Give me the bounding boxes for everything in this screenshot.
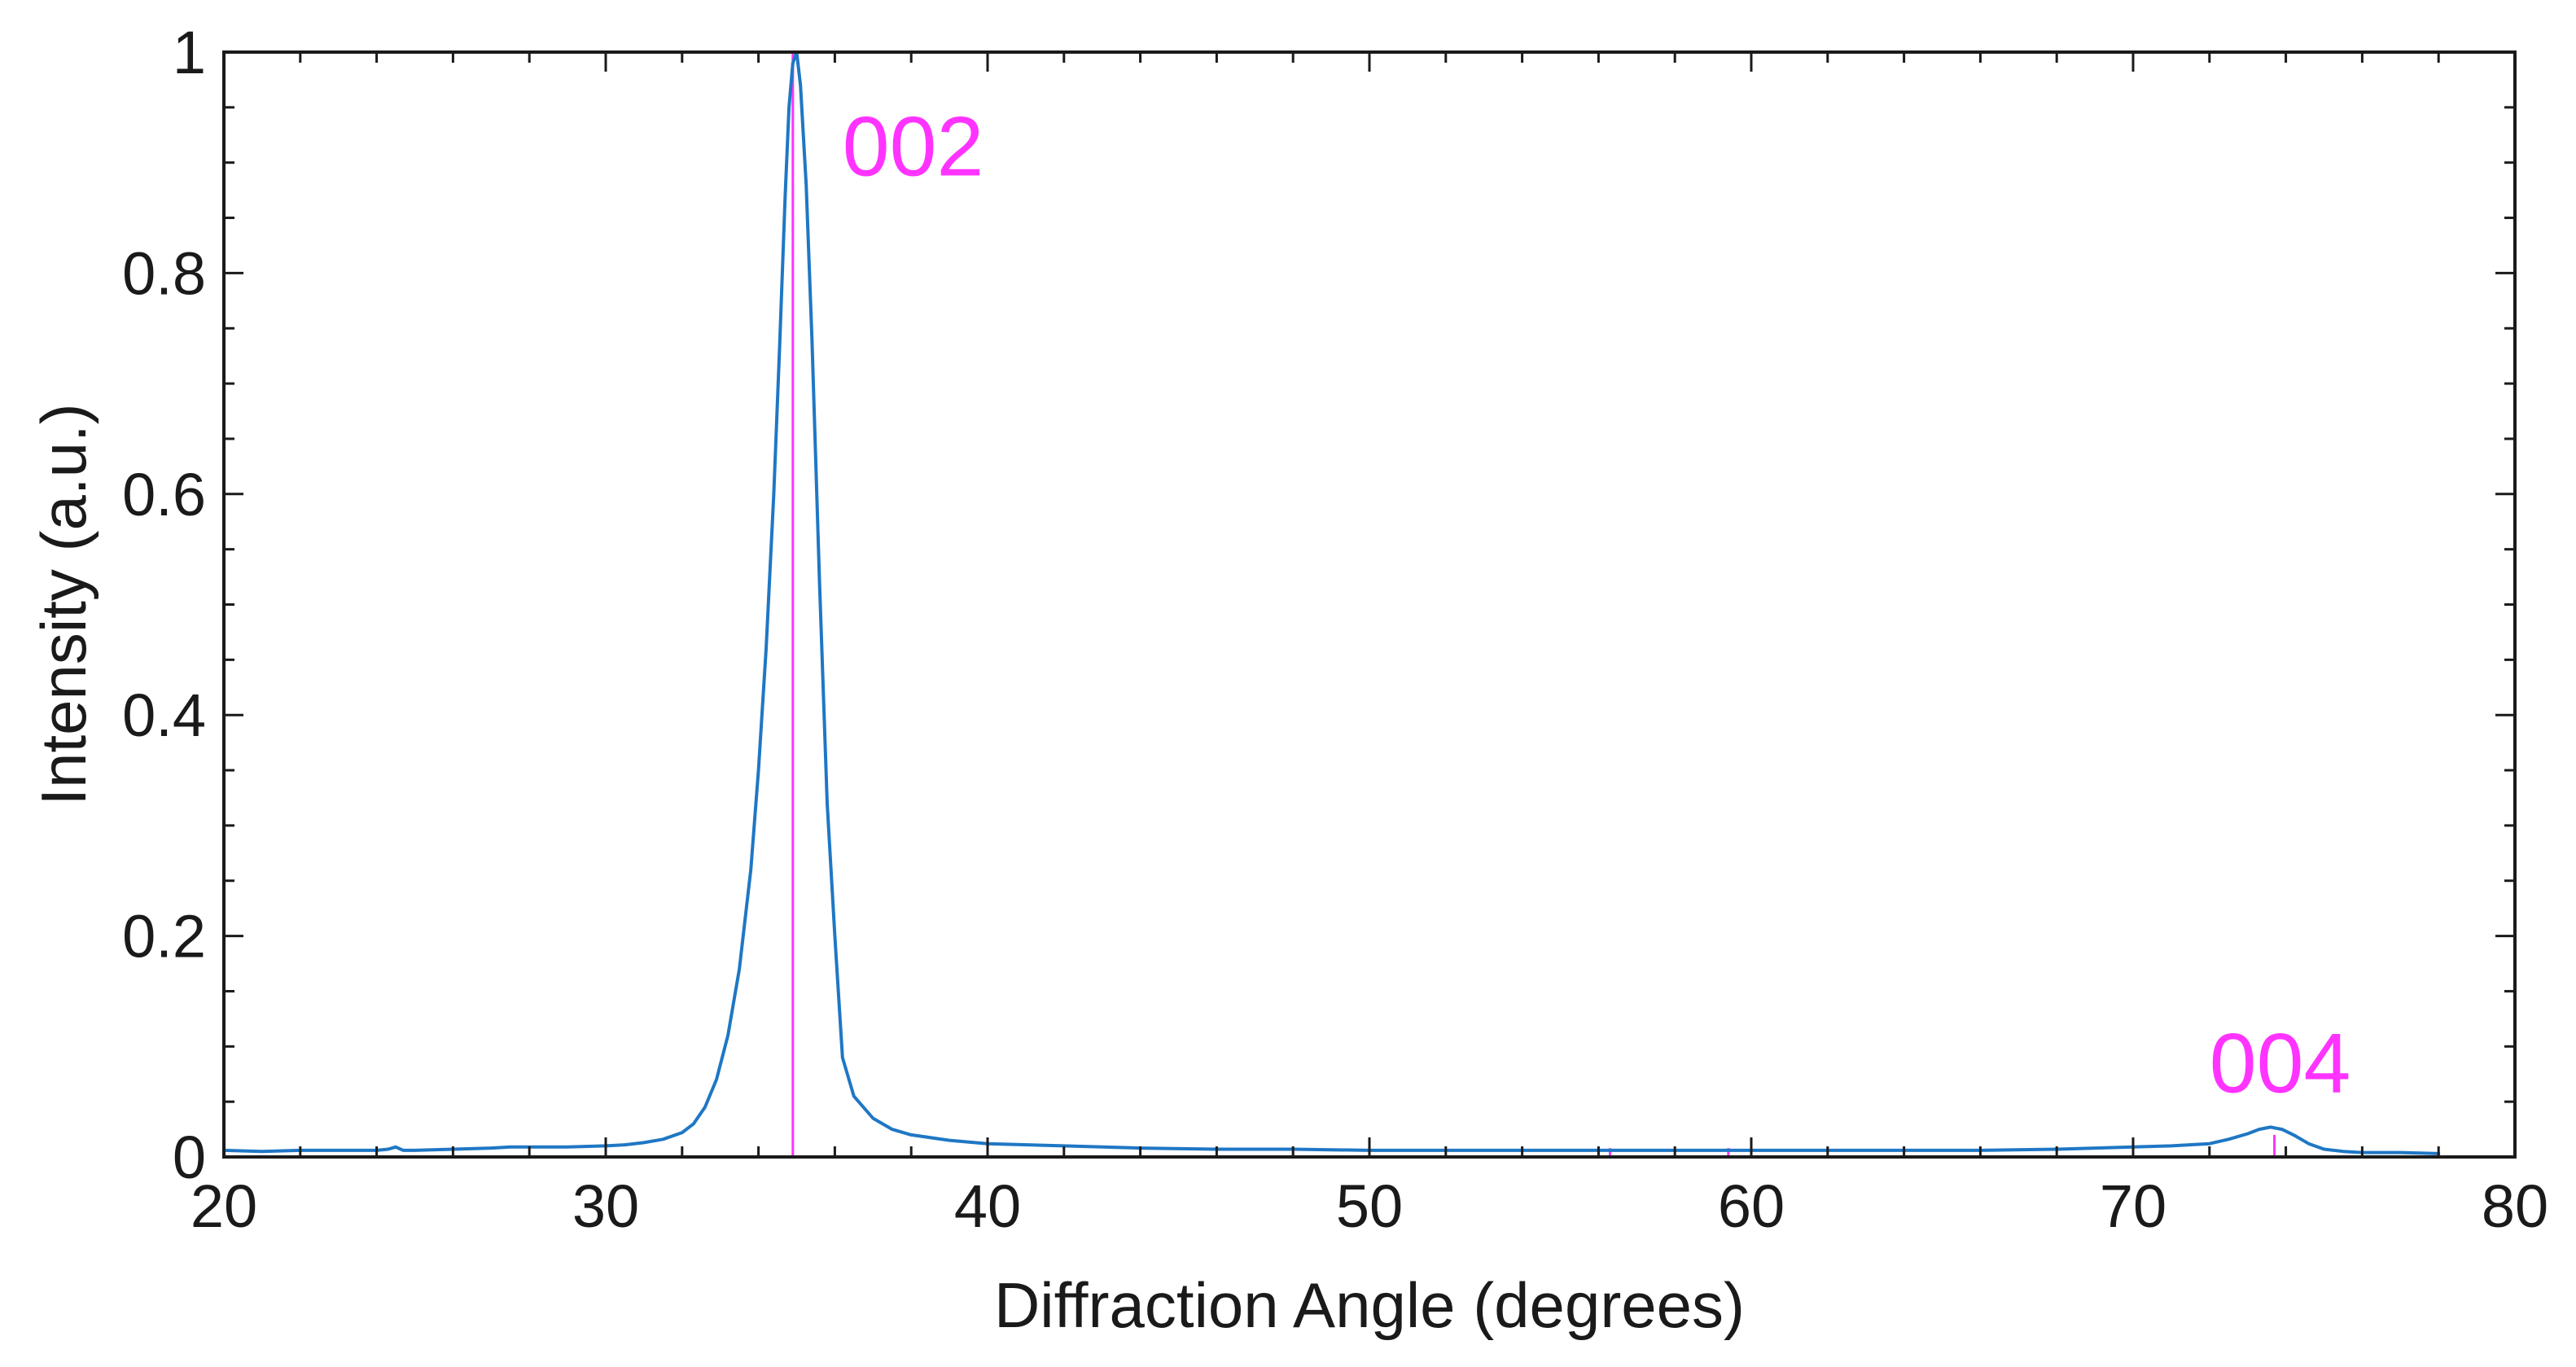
y-tick-label: 0 [173,1124,206,1191]
peak-label: 002 [843,99,984,194]
peak-annotations: 002 004 [843,99,2351,1111]
axis-ticks [222,50,2517,1159]
series-line [222,50,2441,1155]
x-tick-label: 60 [1718,1172,1785,1240]
y-axis-title: Intensity (a.u.) [28,403,99,805]
y-tick-label: 1 [173,19,206,86]
series-layer [222,50,2441,1155]
x-tick-label: 70 [2100,1172,2166,1240]
y-tick-label: 0.2 [122,903,206,970]
y-tick-label: 0.6 [122,461,206,528]
y-tick-label: 0.4 [122,681,206,749]
x-tick-labels: 20 30 40 50 60 70 80 [191,1172,2548,1240]
x-tick-label: 40 [954,1172,1021,1240]
y-tick-label: 0.8 [122,239,206,307]
y-tick-labels: 0 0.2 0.4 0.6 0.8 1 [122,19,206,1191]
x-tick-label: 30 [572,1172,639,1240]
peak-label: 004 [2210,1017,2351,1111]
x-axis-title: Diffraction Angle (degrees) [994,1269,1745,1341]
x-tick-label: 20 [191,1172,257,1240]
x-tick-label: 50 [1336,1172,1403,1240]
x-tick-label: 80 [2482,1172,2548,1240]
